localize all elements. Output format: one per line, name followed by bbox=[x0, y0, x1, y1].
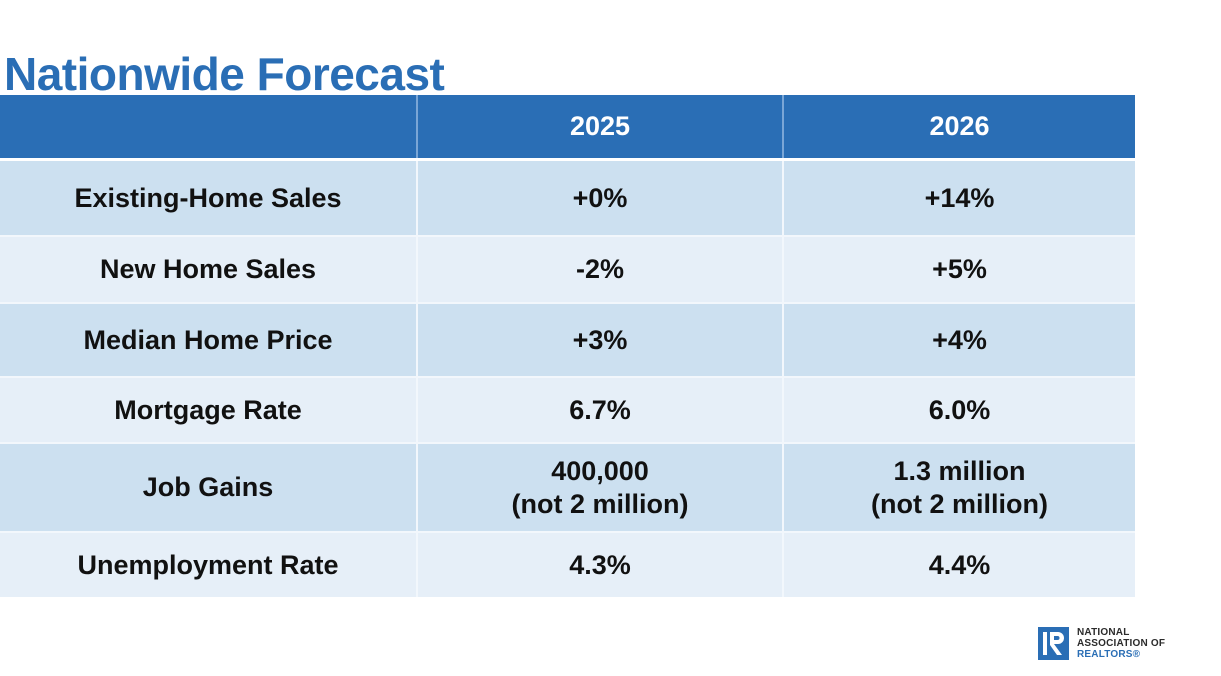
value-note: (not 2 million) bbox=[871, 488, 1048, 519]
value-2025: 400,000 (not 2 million) bbox=[416, 442, 783, 532]
table-row: Median Home Price +3% +4% bbox=[0, 302, 1135, 377]
value-2025: -2% bbox=[416, 235, 783, 303]
value-line: 4.4% bbox=[928, 549, 991, 580]
value-line: 6.0% bbox=[928, 394, 991, 425]
table-header-row: 2025 2026 bbox=[0, 95, 1135, 161]
value-2026: 6.0% bbox=[782, 376, 1135, 443]
realtor-r-icon bbox=[1038, 627, 1069, 660]
forecast-table: 2025 2026 Existing-Home Sales +0% +14% N… bbox=[0, 95, 1135, 597]
header-blank bbox=[0, 95, 417, 161]
row-label: New Home Sales bbox=[0, 235, 417, 303]
value-2025: 6.7% bbox=[416, 376, 783, 443]
value-line: +5% bbox=[932, 254, 987, 284]
value-line: 1.3 million bbox=[893, 455, 1026, 486]
table-row: Unemployment Rate 4.3% 4.4% bbox=[0, 531, 1135, 597]
header-2026: 2026 bbox=[782, 95, 1135, 161]
logo-line-2: ASSOCIATION OF bbox=[1077, 638, 1166, 649]
slide-title: Nationwide Forecast bbox=[4, 47, 445, 100]
table-row: Job Gains 400,000 (not 2 million) 1.3 mi… bbox=[0, 442, 1135, 532]
table-row: Existing-Home Sales +0% +14% bbox=[0, 158, 1135, 236]
row-label: Existing-Home Sales bbox=[0, 158, 417, 236]
value-2026: +4% bbox=[782, 302, 1135, 377]
value-line: 6.7% bbox=[569, 394, 631, 425]
row-label: Median Home Price bbox=[0, 302, 417, 377]
value-note: (not 2 million) bbox=[511, 488, 689, 519]
value-line: +14% bbox=[924, 182, 995, 213]
row-label: Job Gains bbox=[0, 442, 417, 532]
value-2025: +3% bbox=[416, 302, 783, 377]
value-line: 4.3% bbox=[569, 549, 631, 580]
value-line: +0% bbox=[572, 182, 628, 213]
logo-line-3: REALTORS® bbox=[1077, 649, 1141, 660]
value-2026: +5% bbox=[782, 235, 1135, 303]
table-row: New Home Sales -2% +5% bbox=[0, 235, 1135, 303]
value-2026: +14% bbox=[782, 158, 1135, 236]
table-row: Mortgage Rate 6.7% 6.0% bbox=[0, 376, 1135, 443]
value-line: +3% bbox=[572, 324, 628, 355]
row-label: Mortgage Rate bbox=[0, 376, 417, 443]
value-2025: +0% bbox=[416, 158, 783, 236]
value-2026: 4.4% bbox=[782, 531, 1135, 597]
header-2025: 2025 bbox=[416, 95, 783, 161]
value-line: 400,000 bbox=[551, 455, 649, 486]
value-line: +4% bbox=[932, 324, 987, 355]
value-line: -2% bbox=[575, 254, 624, 284]
logo-wordmark: NATIONAL ASSOCIATION OF REALTORS® bbox=[1077, 627, 1165, 660]
row-label: Unemployment Rate bbox=[0, 531, 417, 597]
logo-line-1: NATIONAL bbox=[1077, 627, 1130, 638]
nar-logo: NATIONAL ASSOCIATION OF REALTORS® bbox=[1038, 627, 1165, 660]
value-2026: 1.3 million (not 2 million) bbox=[782, 442, 1135, 532]
value-2025: 4.3% bbox=[416, 531, 783, 597]
